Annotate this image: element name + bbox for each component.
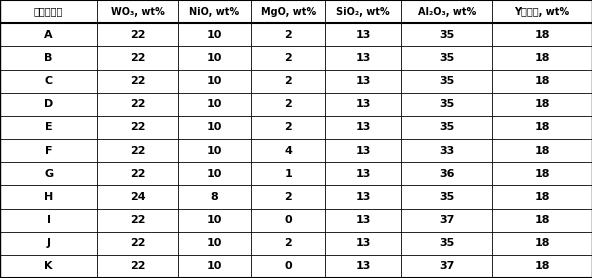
Text: 18: 18 [534, 192, 550, 202]
Text: 24: 24 [130, 192, 145, 202]
Text: 22: 22 [130, 169, 145, 179]
Text: 8: 8 [211, 192, 218, 202]
Text: 35: 35 [439, 99, 454, 109]
Text: 22: 22 [130, 215, 145, 225]
Text: 13: 13 [355, 146, 371, 156]
Text: 35: 35 [439, 192, 454, 202]
Text: WO₃, wt%: WO₃, wt% [111, 7, 165, 17]
Text: Al₂O₃, wt%: Al₂O₃, wt% [417, 7, 476, 17]
Text: 催化剂编号: 催化剂编号 [34, 7, 63, 17]
Text: 0: 0 [284, 215, 292, 225]
Text: 18: 18 [534, 261, 550, 271]
Text: 33: 33 [439, 146, 454, 156]
Text: 35: 35 [439, 30, 454, 40]
Text: 18: 18 [534, 215, 550, 225]
Text: 1: 1 [284, 169, 292, 179]
Text: 22: 22 [130, 99, 145, 109]
Text: H: H [44, 192, 53, 202]
Text: 18: 18 [534, 146, 550, 156]
Text: 35: 35 [439, 76, 454, 86]
Text: F: F [45, 146, 53, 156]
Text: 10: 10 [207, 76, 222, 86]
Text: Y分子筛, wt%: Y分子筛, wt% [514, 7, 570, 17]
Text: 10: 10 [207, 146, 222, 156]
Text: SiO₂, wt%: SiO₂, wt% [336, 7, 390, 17]
Text: 13: 13 [355, 30, 371, 40]
Text: 37: 37 [439, 215, 454, 225]
Text: 10: 10 [207, 53, 222, 63]
Text: E: E [45, 122, 53, 132]
Text: 10: 10 [207, 122, 222, 132]
Text: 13: 13 [355, 215, 371, 225]
Text: 13: 13 [355, 261, 371, 271]
Text: 10: 10 [207, 30, 222, 40]
Text: C: C [44, 76, 53, 86]
Text: 22: 22 [130, 30, 145, 40]
Text: 13: 13 [355, 192, 371, 202]
Text: D: D [44, 99, 53, 109]
Text: A: A [44, 30, 53, 40]
Text: 10: 10 [207, 215, 222, 225]
Text: 2: 2 [284, 192, 292, 202]
Text: 10: 10 [207, 169, 222, 179]
Text: 18: 18 [534, 76, 550, 86]
Text: 10: 10 [207, 238, 222, 248]
Text: 13: 13 [355, 169, 371, 179]
Text: 22: 22 [130, 261, 145, 271]
Text: 10: 10 [207, 261, 222, 271]
Text: 2: 2 [284, 53, 292, 63]
Text: J: J [47, 238, 51, 248]
Text: 22: 22 [130, 76, 145, 86]
Text: 13: 13 [355, 76, 371, 86]
Text: 22: 22 [130, 122, 145, 132]
Text: 18: 18 [534, 30, 550, 40]
Text: 10: 10 [207, 99, 222, 109]
Text: 13: 13 [355, 99, 371, 109]
Text: 22: 22 [130, 53, 145, 63]
Text: 4: 4 [284, 146, 292, 156]
Text: 2: 2 [284, 122, 292, 132]
Text: 2: 2 [284, 30, 292, 40]
Text: G: G [44, 169, 53, 179]
Text: 36: 36 [439, 169, 455, 179]
Text: B: B [44, 53, 53, 63]
Text: 2: 2 [284, 76, 292, 86]
Text: 18: 18 [534, 122, 550, 132]
Text: 22: 22 [130, 238, 145, 248]
Text: I: I [47, 215, 51, 225]
Text: 18: 18 [534, 238, 550, 248]
Text: 35: 35 [439, 238, 454, 248]
Text: 22: 22 [130, 146, 145, 156]
Text: 0: 0 [284, 261, 292, 271]
Text: MgO, wt%: MgO, wt% [260, 7, 316, 17]
Text: 35: 35 [439, 122, 454, 132]
Text: 35: 35 [439, 53, 454, 63]
Text: 13: 13 [355, 122, 371, 132]
Text: 18: 18 [534, 53, 550, 63]
Text: 2: 2 [284, 238, 292, 248]
Text: 37: 37 [439, 261, 454, 271]
Text: 2: 2 [284, 99, 292, 109]
Text: 13: 13 [355, 53, 371, 63]
Text: 18: 18 [534, 99, 550, 109]
Text: NiO, wt%: NiO, wt% [189, 7, 240, 17]
Text: K: K [44, 261, 53, 271]
Text: 18: 18 [534, 169, 550, 179]
Text: 13: 13 [355, 238, 371, 248]
